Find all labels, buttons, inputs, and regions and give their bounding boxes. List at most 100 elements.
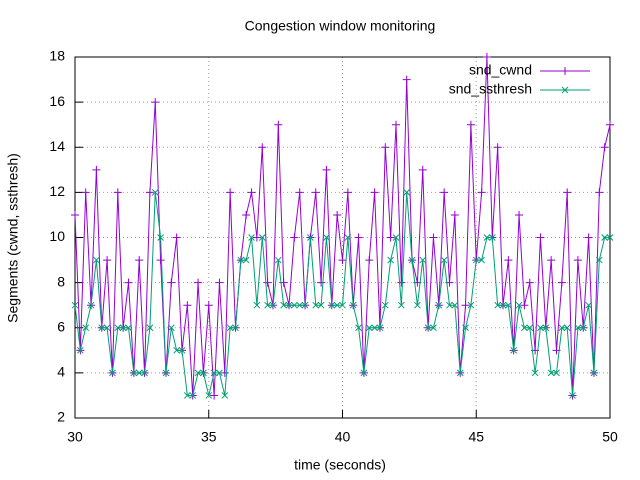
marker: [258, 234, 266, 241]
marker: [429, 233, 438, 242]
marker: [338, 256, 347, 265]
marker: [381, 143, 390, 152]
marker: [183, 392, 191, 399]
marker: [370, 188, 379, 197]
marker: [467, 301, 475, 309]
y-tick-label: 12: [49, 183, 65, 199]
y-tick-label: 8: [57, 273, 65, 289]
y-tick-label: 2: [57, 409, 65, 425]
marker: [397, 278, 406, 287]
marker: [499, 301, 507, 309]
marker: [333, 301, 341, 309]
marker: [376, 324, 384, 332]
marker: [242, 210, 251, 219]
y-tick-label: 18: [49, 48, 65, 64]
marker: [194, 278, 203, 287]
marker: [392, 234, 400, 241]
marker: [71, 210, 79, 219]
y-tick-label: 16: [49, 93, 65, 109]
marker: [167, 324, 175, 332]
marker: [248, 234, 255, 241]
marker: [371, 324, 378, 332]
legend-label: snd_ssthresh: [449, 81, 532, 97]
marker: [446, 301, 453, 309]
marker: [151, 98, 160, 107]
marker: [221, 392, 229, 399]
marker: [295, 188, 304, 197]
x-tick-label: 45: [468, 429, 484, 445]
marker: [157, 234, 164, 241]
marker: [141, 369, 148, 377]
marker: [264, 301, 271, 309]
marker: [156, 256, 165, 265]
marker: [172, 233, 181, 242]
marker: [253, 301, 261, 309]
marker: [542, 324, 550, 332]
marker: [606, 234, 614, 241]
marker: [317, 278, 326, 287]
marker: [200, 369, 207, 377]
marker: [322, 165, 331, 174]
marker: [167, 278, 176, 287]
marker: [595, 256, 603, 264]
marker: [204, 301, 213, 310]
marker: [547, 256, 556, 265]
marker: [493, 143, 502, 152]
marker: [343, 188, 352, 197]
marker: [520, 301, 529, 310]
marker: [216, 369, 223, 377]
marker: [525, 278, 534, 287]
marker: [301, 301, 309, 309]
marker: [258, 143, 267, 152]
marker: [403, 189, 411, 196]
marker: [515, 301, 523, 309]
marker: [252, 233, 261, 242]
marker: [226, 324, 234, 332]
marker: [466, 120, 475, 129]
marker: [557, 278, 566, 287]
marker: [478, 256, 485, 264]
marker: [450, 210, 459, 219]
marker: [124, 278, 133, 287]
marker: [515, 210, 524, 219]
legend-label: snd_cwnd: [469, 62, 532, 78]
marker: [125, 324, 132, 332]
marker: [71, 301, 79, 309]
marker: [130, 369, 138, 377]
marker: [247, 188, 256, 197]
legend-marker: [561, 67, 569, 75]
x-tick-label: 30: [67, 429, 83, 445]
marker: [424, 324, 432, 332]
marker: [472, 256, 480, 264]
marker: [354, 233, 363, 242]
marker: [510, 346, 518, 354]
marker: [553, 369, 560, 377]
marker: [537, 324, 544, 332]
marker: [81, 188, 90, 197]
marker: [317, 301, 325, 309]
marker: [146, 324, 154, 332]
marker: [173, 346, 181, 354]
marker: [162, 369, 170, 377]
marker: [274, 120, 283, 129]
marker: [606, 120, 614, 129]
marker: [323, 234, 330, 241]
marker: [456, 369, 464, 377]
marker: [296, 301, 304, 309]
chart-title: Congestion window monitoring: [245, 18, 436, 34]
marker: [408, 256, 416, 264]
marker: [210, 391, 219, 400]
marker: [585, 301, 592, 309]
marker: [601, 234, 609, 241]
marker: [242, 256, 250, 264]
x-tick-label: 35: [201, 429, 217, 445]
marker: [574, 324, 582, 332]
marker: [355, 324, 362, 332]
marker: [194, 369, 202, 377]
y-tick-label: 10: [49, 228, 65, 244]
marker: [114, 324, 122, 332]
x-axis-label: time (seconds): [294, 457, 386, 473]
marker: [461, 301, 470, 310]
